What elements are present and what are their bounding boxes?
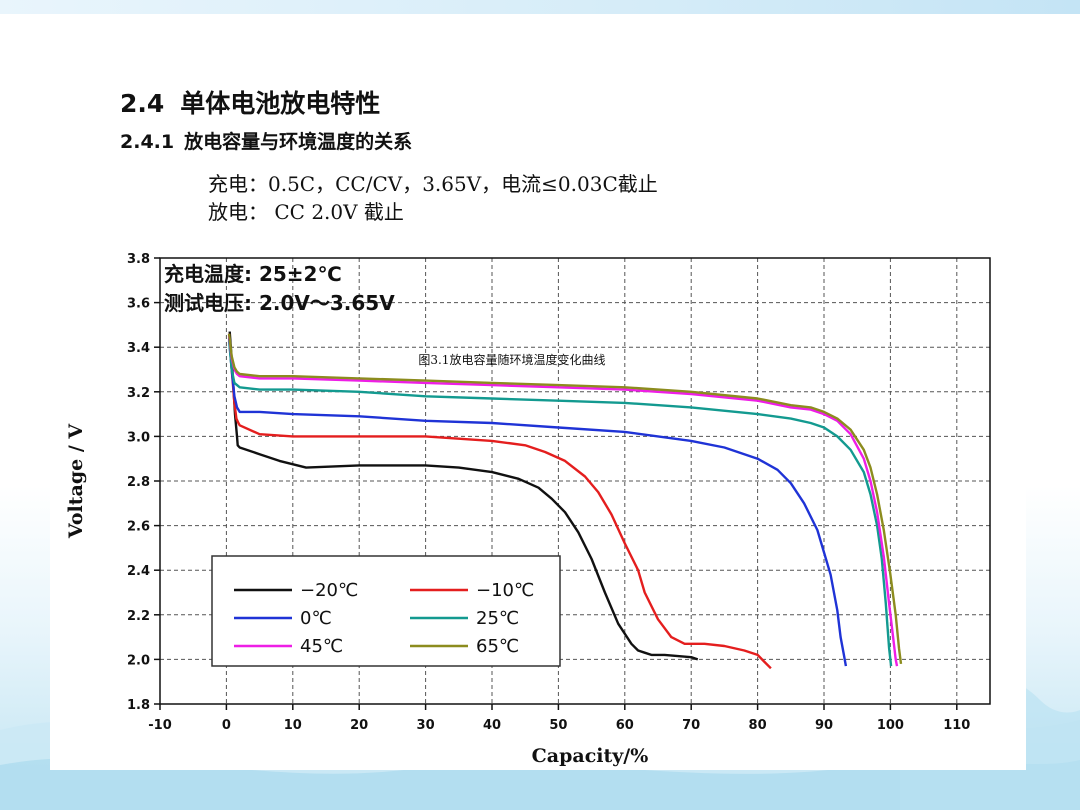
y-tick-label: 3.0 (127, 430, 150, 445)
chart-panel: -10 0 10 20 30 40 50 60 70 80 90 100 110 1.8 2.0 2.2 2.4… (50, 236, 1026, 770)
series-line-0 (228, 331, 699, 661)
top-decorative-band (0, 0, 1080, 14)
legend-label-2: 0℃ (300, 608, 332, 629)
y-tick-label: 3.2 (127, 386, 150, 401)
subsection-title: 放电容量与环境温度的关系 (184, 131, 413, 153)
discharge-curve-chart: -10 0 10 20 30 40 50 60 70 80 90 100 110 1.8 2.0 2.2 2.4… (65, 252, 991, 767)
legend-label-4: 45℃ (300, 636, 343, 657)
series-layer (227, 331, 903, 670)
legend: −20℃ −10℃ 0℃ 25℃ 45℃ 65℃ (211, 555, 561, 667)
y-tick-label: 3.4 (127, 341, 150, 356)
x-tick-label: -10 (148, 718, 172, 733)
section-heading: 2.4 单体电池放电特性 (120, 84, 380, 120)
x-tick-label: 70 (682, 718, 700, 733)
tick-layer: -10 0 10 20 30 40 50 60 70 80 90 100 110 1.8 2.0 2.2 2.4… (127, 252, 970, 733)
chart-annotation-charge-temp: 充电温度: 25±2℃ (164, 262, 342, 286)
legend-label-5: 65℃ (476, 636, 519, 657)
subsection-number: 2.4.1 (120, 131, 175, 153)
x-tick-label: 0 (222, 718, 231, 733)
series-line-2 (227, 338, 848, 667)
legend-label-1: −10℃ (476, 580, 534, 601)
discharge-condition-note: 放电： CC 2.0V 截止 (208, 200, 404, 224)
x-tick-label: 110 (943, 718, 970, 733)
x-tick-label: 50 (549, 718, 567, 733)
legend-label-3: 25℃ (476, 608, 519, 629)
series-line-4 (227, 335, 899, 667)
y-tick-label: 2.6 (127, 520, 150, 535)
legend-box (211, 555, 561, 667)
y-axis-label: Voltage / V (65, 423, 87, 540)
x-tick-label: 30 (417, 718, 435, 733)
section-title: 单体电池放电特性 (180, 89, 381, 118)
y-tick-label: 2.2 (127, 609, 150, 624)
x-axis-label: Capacity/% (532, 745, 649, 767)
y-tick-label: 2.0 (127, 653, 150, 668)
x-tick-label: 10 (284, 718, 302, 733)
x-tick-label: 80 (749, 718, 767, 733)
series-line-1 (227, 333, 772, 670)
chart-caption: 图3.1放电容量随环境温度变化曲线 (418, 352, 605, 367)
y-tick-label: 2.8 (127, 475, 150, 490)
y-tick-label: 1.8 (127, 698, 150, 713)
subsection-heading: 2.4.1 放电容量与环境温度的关系 (120, 127, 412, 154)
legend-label-0: −20℃ (300, 580, 358, 601)
chart-annotation-test-voltage: 测试电压: 2.0V～3.65V (164, 291, 395, 315)
plot-frame (159, 257, 991, 705)
section-number: 2.4 (120, 89, 165, 118)
x-tick-label: 100 (877, 718, 904, 733)
x-tick-label: 20 (350, 718, 368, 733)
x-tick-label: 40 (483, 718, 501, 733)
x-tick-label: 60 (616, 718, 634, 733)
x-tick-label: 90 (815, 718, 833, 733)
y-tick-label: 2.4 (127, 564, 150, 579)
y-tick-label: 3.6 (127, 297, 150, 312)
y-tick-label: 3.8 (127, 252, 150, 267)
series-line-3 (227, 340, 893, 667)
charge-condition-note: 充电：0.5C，CC/CV，3.65V，电流≤0.03C截止 (208, 172, 658, 196)
series-line-5 (227, 333, 903, 665)
